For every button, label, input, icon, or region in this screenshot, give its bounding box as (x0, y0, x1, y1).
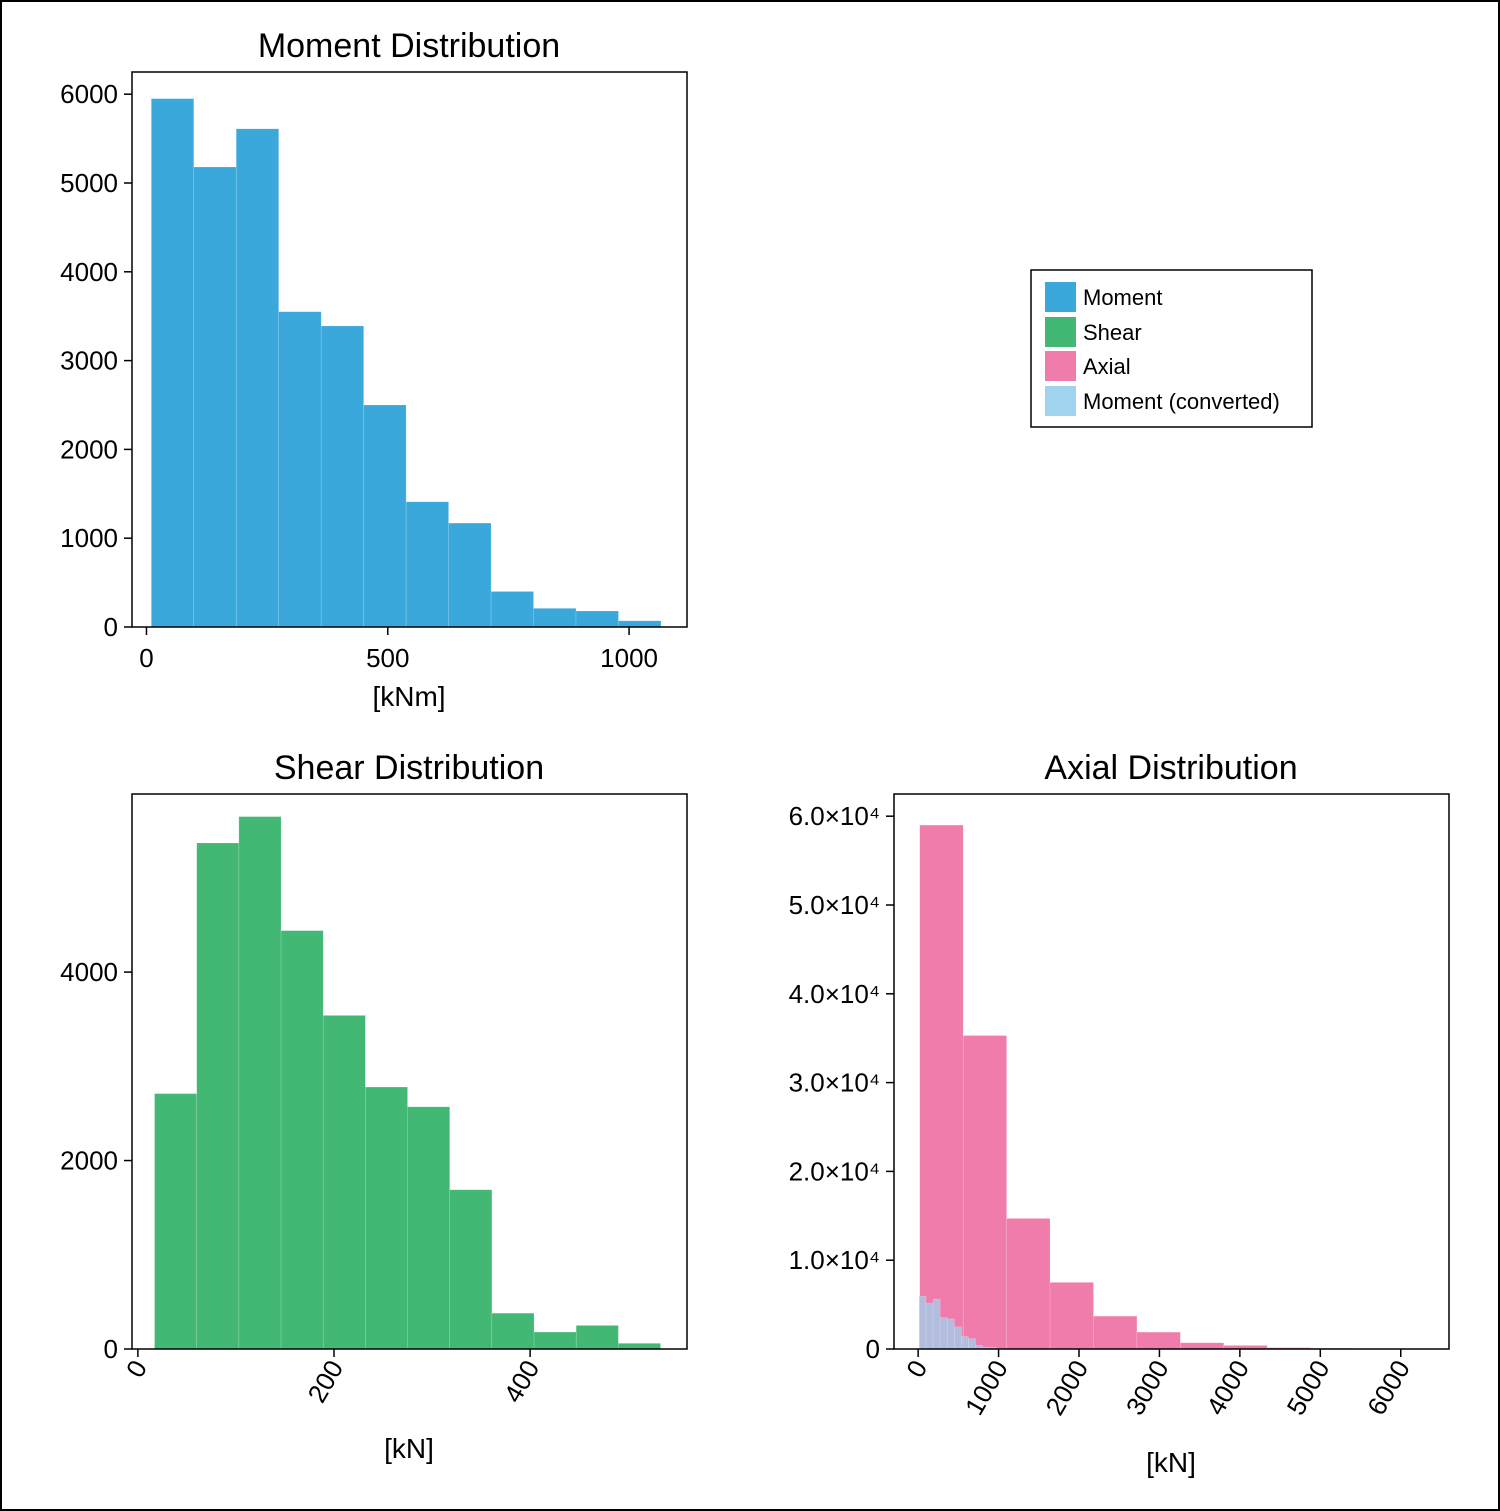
legend-label-moment-converted: Moment (converted) (1083, 389, 1280, 414)
shear-shear-bar-6 (407, 1106, 451, 1350)
shear-shear-bar-4 (322, 1015, 366, 1350)
shear-shear-bar-3 (280, 930, 324, 1350)
shear-x-axis-label: [kN] (384, 1433, 434, 1464)
moment-y-tick-label-3: 3000 (60, 346, 118, 376)
axial-axial-bar-3 (1049, 1282, 1094, 1350)
axial-moment-converted-bar-5 (954, 1326, 962, 1350)
axial-y-tick-label-5: 5.0×10⁴ (789, 890, 880, 920)
axial-axial-bar-0 (919, 824, 964, 1350)
moment-chart-title: Moment Distribution (258, 27, 560, 65)
axial-axial-bar-1 (962, 1035, 1007, 1350)
legend-swatch-moment-converted (1045, 386, 1076, 416)
moment-y-tick-label-6: 6000 (60, 79, 118, 109)
shear-shear-bar-1 (196, 842, 240, 1350)
axial-moment-converted-bar-2 (932, 1298, 941, 1350)
moment-moment-bar-9 (533, 608, 577, 628)
legend-swatch-shear (1045, 317, 1076, 347)
axial-chart-title: Axial Distribution (1044, 749, 1297, 787)
legend-label-moment: Moment (1083, 285, 1162, 310)
shear-shear-bar-11 (618, 1343, 661, 1350)
shear-shear-bar-8 (491, 1312, 535, 1350)
axial-moment-converted-bar-6 (961, 1336, 969, 1350)
axial-moment-converted-bar-4 (946, 1318, 955, 1350)
axial-moment-converted-bar-3 (939, 1317, 948, 1350)
legend-swatch-moment (1045, 282, 1076, 312)
shear-shear-bar-5 (365, 1086, 408, 1350)
moment-moment-bar-8 (490, 591, 534, 628)
shear-shear-bar-9 (533, 1331, 577, 1350)
axial-axial-bar-6 (1180, 1342, 1225, 1350)
moment-y-tick-label-5: 5000 (60, 168, 118, 198)
moment-y-tick-label-0: 0 (104, 612, 118, 642)
moment-y-tick-label-1: 1000 (60, 523, 118, 553)
moment-moment-bar-2 (235, 128, 280, 628)
shear-y-tick-label-2: 4000 (60, 957, 118, 987)
legend-box (1030, 269, 1313, 428)
axial-x-axis-label: [kN] (1146, 1447, 1196, 1478)
axial-axial-bar-2 (1006, 1218, 1051, 1350)
axial-y-tick-label-3: 3.0×10⁴ (789, 1068, 880, 1098)
moment-plot-frame (131, 71, 688, 628)
shear-shear-bar-10 (575, 1325, 619, 1350)
legend-label-shear: Shear (1083, 320, 1142, 345)
shear-chart-title: Shear Distribution (274, 749, 544, 787)
axial-moment-converted-bar-7 (968, 1338, 976, 1350)
axial-moment-converted-bar-0 (918, 1295, 927, 1350)
axial-axial-bar-4 (1093, 1315, 1138, 1350)
axial-y-tick-label-0: 0 (866, 1334, 880, 1364)
axial-y-tick-label-2: 2.0×10⁴ (789, 1156, 880, 1186)
moment-x-axis-label: [kNm] (372, 681, 445, 712)
legend-label-axial: Axial (1083, 354, 1131, 379)
moment-moment-bar-7 (448, 522, 492, 628)
moment-moment-bar-5 (363, 404, 407, 628)
axial-plot-frame (893, 793, 1450, 1350)
axial-y-tick-label-4: 4.0×10⁴ (789, 979, 880, 1009)
moment-moment-bar-11 (618, 620, 662, 628)
moment-moment-bar-3 (278, 311, 322, 628)
moment-moment-bar-1 (193, 166, 237, 628)
shear-y-tick-label-1: 2000 (60, 1146, 118, 1176)
shear-shear-bar-2 (238, 816, 282, 1350)
axial-y-tick-label-1: 1.0×10⁴ (789, 1245, 880, 1275)
moment-moment-bar-10 (575, 610, 619, 628)
moment-moment-bar-0 (151, 98, 195, 628)
moment-moment-bar-4 (320, 325, 364, 628)
shear-shear-bar-7 (449, 1189, 493, 1350)
shear-y-tick-label-0: 0 (104, 1334, 118, 1364)
moment-moment-bar-6 (405, 501, 449, 628)
moment-y-tick-label-4: 4000 (60, 257, 118, 287)
moment-y-tick-label-2: 2000 (60, 434, 118, 464)
moment-distribution-panel: Moment Distribution [kNm] 0 1000 2000 3000 4… (60, 27, 688, 712)
moment-x-tick-label-2: 1000 (600, 643, 658, 673)
axial-axial-bar-5 (1136, 1331, 1181, 1350)
moment-x-tick-label-0: 0 (139, 643, 153, 673)
shear-shear-bar-0 (154, 1093, 198, 1350)
shear-plot-frame (131, 793, 688, 1350)
legend: Moment Shear Axial Moment (converted) (1030, 269, 1313, 428)
axial-y-tick-label-6: 6.0×10⁴ (789, 801, 880, 831)
legend-swatch-axial (1045, 351, 1076, 381)
moment-x-tick-label-1: 500 (366, 643, 409, 673)
axial-moment-converted-bar-1 (925, 1302, 934, 1350)
